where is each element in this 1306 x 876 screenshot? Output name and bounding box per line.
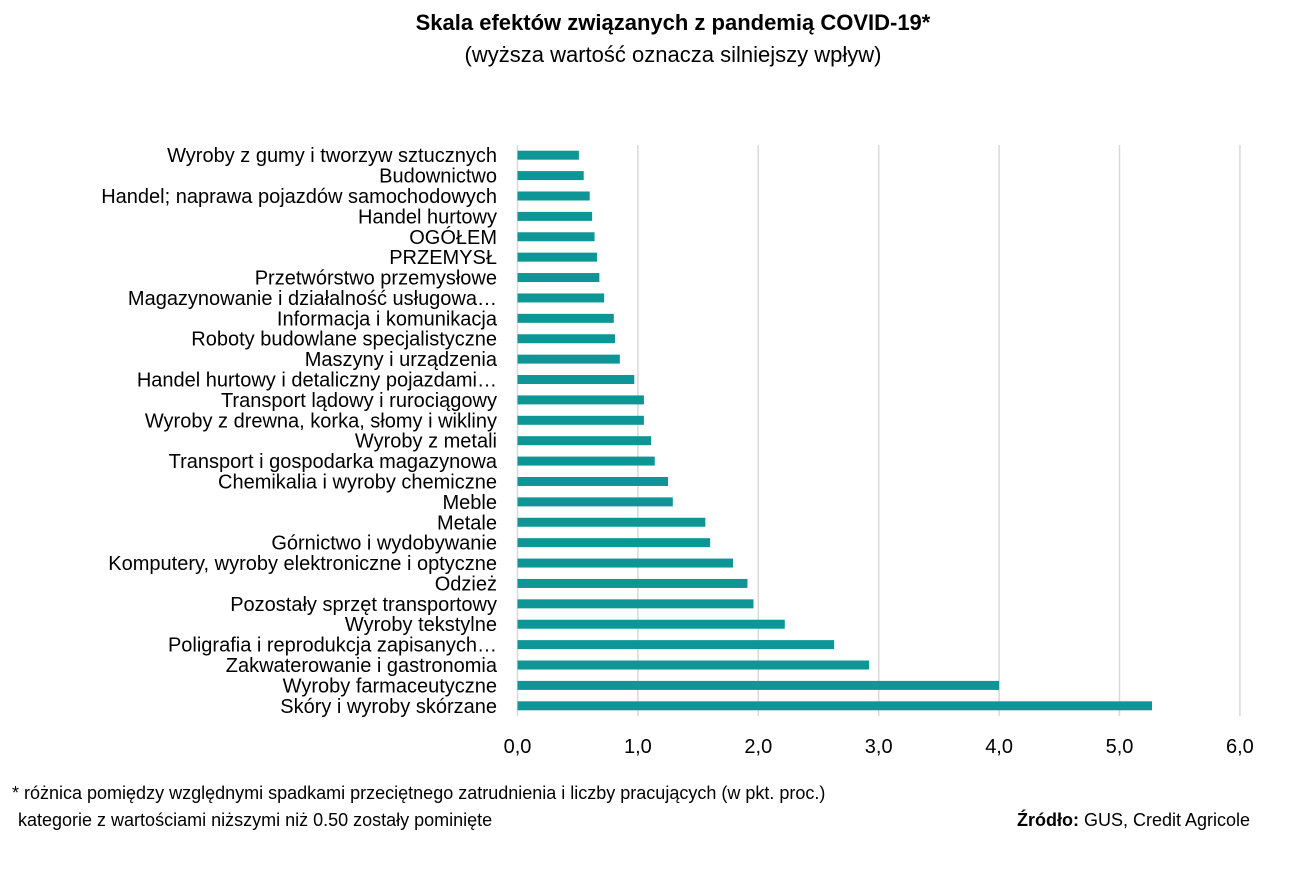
bar	[517, 599, 754, 609]
x-tick-label: 0,0	[504, 736, 532, 758]
bar	[517, 497, 673, 507]
category-label: Handel hurtowy	[358, 206, 497, 228]
category-label: Odzież	[435, 573, 497, 595]
category-label: Wyroby farmaceutyczne	[283, 675, 497, 697]
source-label: Źródło:	[1016, 810, 1079, 830]
bar	[517, 293, 605, 303]
category-label: Komputery, wyroby elektroniczne i optycz…	[108, 553, 497, 575]
bar	[517, 436, 652, 446]
bar	[517, 619, 785, 629]
category-label: PRZEMYSŁ	[389, 247, 497, 269]
category-label: Wyroby tekstylne	[345, 614, 497, 636]
chart-subtitle: (wyższa wartość oznacza silniejszy wpływ…	[464, 42, 882, 67]
bar	[517, 334, 616, 344]
category-label: Wyroby z gumy i tworzyw sztucznych	[167, 145, 497, 167]
source: Źródło: GUS, Credit Agricole	[1017, 810, 1250, 831]
category-label: Budownictwo	[379, 166, 497, 188]
category-label: Zakwaterowanie i gastronomia	[226, 655, 498, 677]
bar	[517, 273, 600, 283]
category-label: OGÓŁEM	[409, 226, 497, 249]
category-label: Wyroby z metali	[355, 431, 497, 453]
bar	[517, 558, 734, 568]
bar	[517, 660, 870, 670]
bar	[517, 476, 668, 486]
x-tick-label: 5,0	[1106, 736, 1134, 758]
bar	[517, 375, 635, 385]
bar	[517, 232, 595, 242]
x-tick-label: 4,0	[985, 736, 1013, 758]
bar	[517, 313, 614, 323]
category-label: Informacja i komunikacja	[277, 308, 498, 330]
category-label: Wyroby z drewna, korka, słomy i wikliny	[145, 410, 497, 432]
bar	[517, 252, 597, 262]
x-tick-label: 3,0	[865, 736, 893, 758]
category-label: Przetwórstwo przemysłowe	[255, 268, 497, 290]
bar	[517, 415, 644, 425]
category-label: Transport i gospodarka magazynowa	[169, 451, 498, 473]
category-label: Handel hurtowy i detaliczny pojazdami…	[137, 370, 497, 392]
bar	[517, 354, 620, 364]
bar	[517, 538, 711, 548]
x-tick-label: 1,0	[624, 736, 652, 758]
category-label: Magazynowanie i działalność usługowa…	[128, 288, 497, 310]
bar	[517, 191, 590, 201]
footnote-omitted: kategorie z wartościami niższymi niż 0.5…	[18, 810, 493, 830]
footnote: * różnica pomiędzy względnymi spadkami p…	[12, 783, 826, 803]
bar	[517, 171, 584, 181]
source-text: GUS, Credit Agricole	[1078, 810, 1250, 830]
x-tick-label: 6,0	[1226, 736, 1254, 758]
category-label: Pozostały sprzęt transportowy	[230, 594, 497, 616]
category-label: Meble	[443, 492, 497, 514]
chart-title: Skala efektów związanych z pandemią COVI…	[415, 10, 931, 35]
bar	[517, 578, 748, 588]
bar	[517, 456, 655, 466]
bar	[517, 701, 1153, 711]
bar	[517, 395, 644, 405]
bar	[517, 211, 593, 221]
bar	[517, 640, 835, 650]
category-label: Maszyny i urządzenia	[305, 349, 498, 371]
category-label: Chemikalia i wyroby chemiczne	[218, 471, 497, 493]
category-label: Roboty budowlane specjalistyczne	[191, 329, 497, 351]
bar	[517, 150, 579, 160]
bar	[517, 680, 1000, 690]
category-label: Poligrafia i reprodukcja zapisanych…	[168, 635, 497, 657]
category-label: Górnictwo i wydobywanie	[271, 533, 497, 555]
category-label: Skóry i wyroby skórzane	[280, 696, 497, 718]
x-tick-label: 2,0	[744, 736, 772, 758]
category-label: Handel; naprawa pojazdów samochodowych	[101, 186, 497, 208]
bar	[517, 517, 706, 527]
category-label: Metale	[437, 512, 497, 534]
category-label: Transport lądowy i rurociągowy	[221, 390, 497, 412]
